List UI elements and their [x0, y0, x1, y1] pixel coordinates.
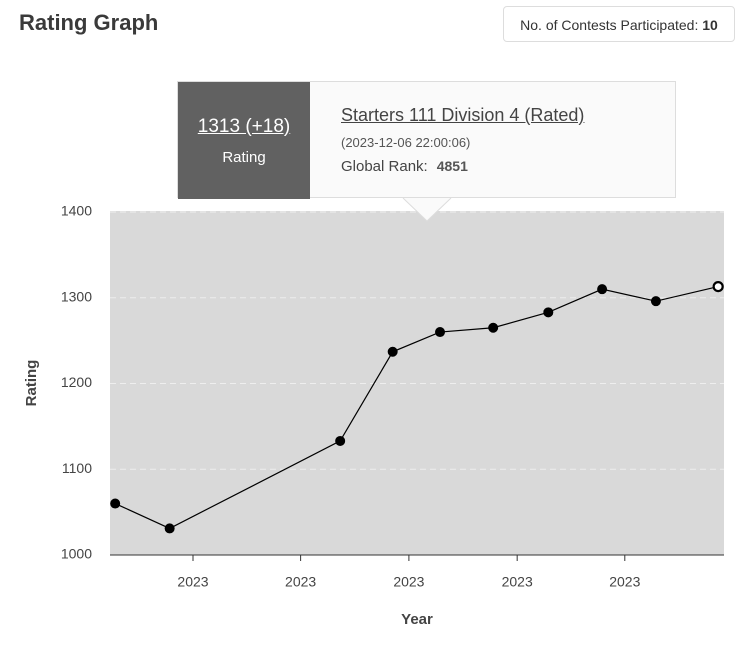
tooltip-rating-box: 1313 (+18) Rating — [178, 82, 310, 199]
point — [387, 346, 398, 357]
count-value: 10 — [702, 17, 718, 33]
y-tick-label: 1000 — [61, 546, 92, 562]
tooltip-rank: Global Rank: 4851 — [341, 158, 468, 175]
point — [597, 284, 608, 295]
x-tick-label: 2023 — [285, 574, 316, 590]
tooltip-date: (2023-12-06 22:00:06) — [341, 135, 471, 150]
tooltip: 1313 (+18) Rating Starters 111 Division … — [177, 81, 676, 199]
y-tick-label: 1400 — [61, 203, 92, 219]
point — [164, 523, 175, 534]
rating-line — [114, 286, 719, 530]
page-title: Rating Graph — [19, 10, 159, 35]
point — [543, 307, 554, 318]
x-tick-label: 2023 — [609, 574, 640, 590]
count-label: No. of Contests Participated: — [520, 17, 699, 33]
x-axis-label: Year — [401, 611, 433, 628]
tooltip-pointer — [403, 197, 451, 221]
tooltip-rating: 1313 (+18) — [197, 116, 291, 137]
x-tick-label: 2023 — [177, 574, 208, 590]
point — [650, 296, 661, 307]
point — [110, 498, 121, 509]
y-tick-label: 1300 — [61, 288, 92, 304]
y-axis-label: Rating — [23, 360, 40, 407]
point — [488, 322, 499, 333]
x-tick-label: 2023 — [502, 574, 533, 590]
point — [335, 435, 346, 446]
point — [435, 327, 446, 338]
tooltip-contest[interactable]: Starters 111 Division 4 (Rated) — [341, 105, 585, 125]
x-tick-label: 2023 — [393, 574, 424, 590]
rank-label: Global Rank: — [341, 158, 428, 175]
y-tick-label: 1100 — [62, 460, 92, 476]
y-tick-label: 1200 — [61, 374, 92, 390]
tooltip-rating-label: Rating — [222, 149, 266, 166]
active-point — [712, 281, 724, 293]
contest-count: No. of Contests Participated: 10 — [503, 6, 735, 42]
tooltip-pointer-border — [402, 197, 452, 222]
rank-value: 4851 — [436, 158, 468, 174]
